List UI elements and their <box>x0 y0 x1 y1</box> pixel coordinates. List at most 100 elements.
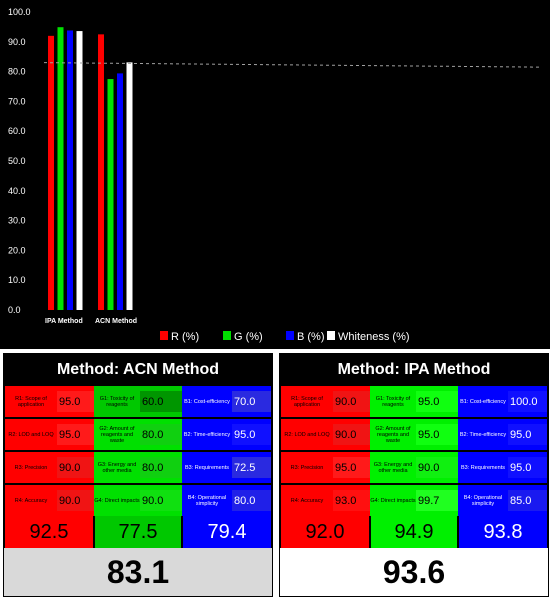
value-r2: 95.0 <box>57 424 94 445</box>
green-cell-g4: G4: Direct impacts 90.0 <box>94 485 182 516</box>
blue-cell-b2: B2: Time-efficiency 95.0 <box>458 419 547 450</box>
bar <box>117 73 123 310</box>
whiteness-total: 93.6 <box>280 548 548 596</box>
legend-label: G (%) <box>234 331 263 343</box>
label-r1: R1: Scope of application <box>281 386 333 417</box>
legend-label: Whiteness (%) <box>338 331 410 343</box>
blue-sum: 93.8 <box>459 516 547 548</box>
panel-ipa-method: Method: IPA Method R1: Scope of applicat… <box>279 353 549 597</box>
label-g4: G4: Direct impacts <box>370 485 416 516</box>
value-b4: 85.0 <box>508 490 547 511</box>
y-tick-label: 0.0 <box>8 305 21 315</box>
label-r3: R3: Precision <box>281 452 333 483</box>
legend-label: R (%) <box>171 331 199 343</box>
green-cell-g3: G3: Energy and other media 80.0 <box>94 452 182 483</box>
label-g1: G1: Toxicity of reagents <box>94 386 140 417</box>
y-tick-label: 70.0 <box>8 96 26 106</box>
label-g3: G3: Energy and other media <box>370 452 416 483</box>
label-g2: G2: Amount of reagents and waste <box>370 419 416 450</box>
whiteness-total: 83.1 <box>4 548 272 596</box>
bar <box>108 79 114 310</box>
green-sum: 94.9 <box>371 516 457 548</box>
blue-cell-b3: B3: Requirements 95.0 <box>458 452 547 483</box>
value-g3: 80.0 <box>140 457 182 478</box>
red-column: R1: Scope of application 90.0 R2: LOD an… <box>281 386 370 516</box>
category-label: ACN Method <box>95 318 137 325</box>
value-b1: 100.0 <box>508 391 547 412</box>
blue-sum: 79.4 <box>183 516 271 548</box>
red-sum: 92.5 <box>5 516 93 548</box>
green-column: G1: Toxicity of reagents 60.0 G2: Amount… <box>94 386 182 516</box>
value-b3: 95.0 <box>508 457 547 478</box>
green-column: G1: Toxicity of reagents 95.0 G2: Amount… <box>370 386 458 516</box>
label-r4: R4: Accuracy <box>281 485 333 516</box>
panel-title: Method: IPA Method <box>280 354 548 386</box>
value-b2: 95.0 <box>232 424 271 445</box>
green-cell-g3: G3: Energy and other media 90.0 <box>370 452 458 483</box>
y-tick-label: 30.0 <box>8 216 26 226</box>
label-g2: G2: Amount of reagents and waste <box>94 419 140 450</box>
blue-cell-b1: B1: Cost-efficiency 70.0 <box>182 386 271 417</box>
value-b3: 72.5 <box>232 457 271 478</box>
value-b4: 80.0 <box>232 490 271 511</box>
legend-label: B (%) <box>297 331 325 343</box>
red-column: R1: Scope of application 95.0 R2: LOD an… <box>5 386 94 516</box>
value-g2: 80.0 <box>140 424 182 445</box>
label-b2: B2: Time-efficiency <box>458 419 508 450</box>
green-cell-g1: G1: Toxicity of reagents 60.0 <box>94 386 182 417</box>
value-g2: 95.0 <box>416 424 458 445</box>
red-cell-r3: R3: Precision 95.0 <box>281 452 370 483</box>
green-cell-g1: G1: Toxicity of reagents 95.0 <box>370 386 458 417</box>
red-cell-r1: R1: Scope of application 90.0 <box>281 386 370 417</box>
legend-swatch <box>223 331 231 340</box>
value-r2: 90.0 <box>333 424 370 445</box>
value-g3: 90.0 <box>416 457 458 478</box>
label-b3: B3: Requirements <box>458 452 508 483</box>
bar <box>98 34 104 310</box>
value-r1: 90.0 <box>333 391 370 412</box>
label-r1: R1: Scope of application <box>5 386 57 417</box>
green-cell-g4: G4: Direct impacts 99.7 <box>370 485 458 516</box>
y-tick-label: 50.0 <box>8 156 26 166</box>
value-g4: 99.7 <box>416 490 458 511</box>
category-label: IPA Method <box>45 318 83 325</box>
y-tick-label: 40.0 <box>8 186 26 196</box>
label-g3: G3: Energy and other media <box>94 452 140 483</box>
blue-cell-b2: B2: Time-efficiency 95.0 <box>182 419 271 450</box>
value-g4: 90.0 <box>140 490 182 511</box>
value-g1: 95.0 <box>416 391 458 412</box>
label-r2: R2: LOD and LOQ <box>5 419 57 450</box>
y-tick-label: 60.0 <box>8 126 26 136</box>
label-r4: R4: Accuracy <box>5 485 57 516</box>
blue-cell-b4: B4: Operational simplicity 80.0 <box>182 485 271 516</box>
blue-column: B1: Cost-efficiency 100.0 B2: Time-effic… <box>458 386 547 516</box>
value-r4: 93.0 <box>333 490 370 511</box>
bar <box>58 27 64 310</box>
label-r3: R3: Precision <box>5 452 57 483</box>
chart-svg: 0.0 10.0 20.0 30.0 40.0 50.0 60.0 70.0 80.0 90.0 1… <box>0 0 550 349</box>
bar <box>48 36 54 310</box>
green-cell-g2: G2: Amount of reagents and waste 95.0 <box>370 419 458 450</box>
red-sum: 92.0 <box>281 516 369 548</box>
value-r3: 90.0 <box>57 457 94 478</box>
blue-cell-b3: B3: Requirements 72.5 <box>182 452 271 483</box>
label-g1: G1: Toxicity of reagents <box>370 386 416 417</box>
label-b4: B4: Operational simplicity <box>182 485 232 516</box>
y-tick-label: 10.0 <box>8 275 26 285</box>
green-sum: 77.5 <box>95 516 181 548</box>
value-r1: 95.0 <box>57 391 94 412</box>
legend-swatch <box>327 331 335 340</box>
y-tick-label: 20.0 <box>8 245 26 255</box>
label-b2: B2: Time-efficiency <box>182 419 232 450</box>
blue-cell-b4: B4: Operational simplicity 85.0 <box>458 485 547 516</box>
red-cell-r3: R3: Precision 90.0 <box>5 452 94 483</box>
y-tick-label: 90.0 <box>8 37 26 47</box>
y-tick-label: 100.0 <box>8 7 31 17</box>
label-b1: B1: Cost-efficiency <box>458 386 508 417</box>
label-b3: B3: Requirements <box>182 452 232 483</box>
value-b1: 70.0 <box>232 391 271 412</box>
red-cell-r4: R4: Accuracy 93.0 <box>281 485 370 516</box>
value-g1: 60.0 <box>140 391 182 412</box>
legend-swatch <box>286 331 294 340</box>
y-tick-label: 80.0 <box>8 67 26 77</box>
